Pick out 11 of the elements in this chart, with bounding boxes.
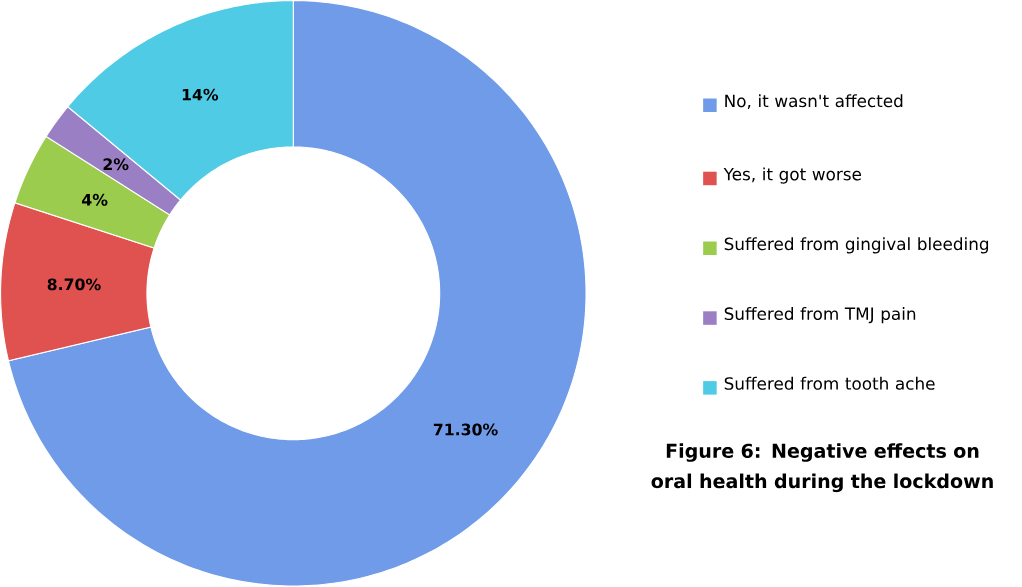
legend-label: Yes, it got worse xyxy=(723,167,862,184)
data-label: 2% xyxy=(103,158,129,171)
legend-label: Suffered from TMJ pain xyxy=(724,307,916,324)
data-label: 71.30% xyxy=(433,423,498,436)
legend-label: No, it wasn't affected xyxy=(725,94,903,110)
data-label: 14% xyxy=(182,88,219,101)
legend-label: Suffered from tooth ache xyxy=(724,377,935,391)
data-label: 4% xyxy=(82,194,108,206)
legend-label: Suffered from gingival bleeding xyxy=(724,237,989,254)
data-label: 8.70% xyxy=(47,278,101,291)
text: Figure 6: Negative effects on oral health during the lockdown xyxy=(651,443,993,493)
